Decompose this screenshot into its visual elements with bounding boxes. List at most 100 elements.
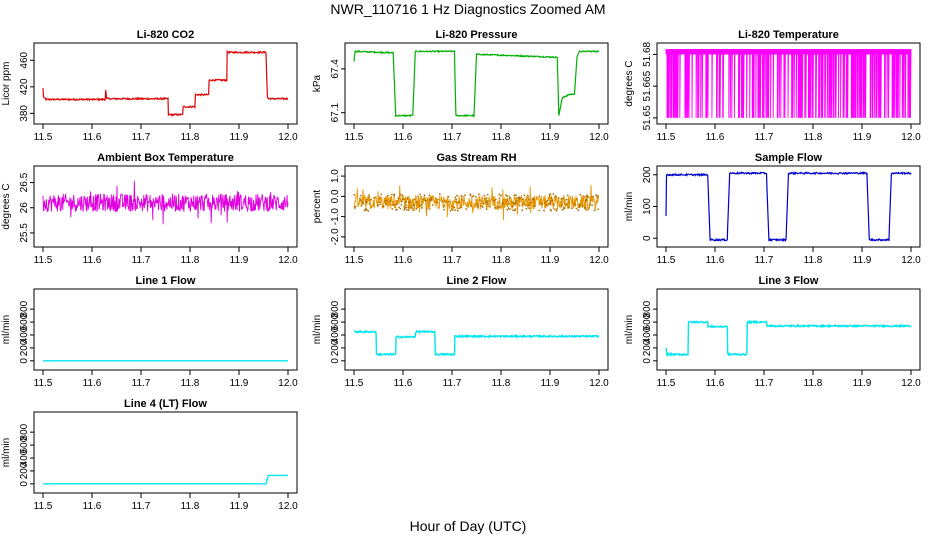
x-tick-label: 11.5 [34,378,53,389]
series-point [362,202,365,205]
x-axis-title: Hour of Day (UTC) [409,518,527,534]
x-tick-label: 11.9 [230,255,249,266]
series-point [506,200,508,202]
x-tick-label: 11.7 [132,255,151,266]
x-tick-label: 11.5 [34,132,53,143]
series-group [353,49,600,118]
series-point [469,194,472,197]
series-point [401,200,403,203]
series-point [454,209,456,212]
x-tick-label: 11.8 [181,132,200,143]
x-tick-label: 11.5 [345,378,364,389]
series-point [550,209,552,212]
series-point [368,203,371,205]
series-point [399,207,402,210]
series-point [436,201,438,204]
series-point [533,198,535,200]
series-point [476,205,479,208]
x-tick-label: 11.8 [804,378,823,389]
x-tick-label: 11.5 [34,255,53,266]
x-tick-label: 12.0 [278,132,298,143]
y-tick-label: 600 [19,436,30,453]
panel-title: Line 2 Flow [447,275,507,287]
series-point [400,204,403,206]
series-line [665,319,912,358]
series-point [472,195,475,197]
x-tick-label: 11.8 [181,255,200,266]
series-point [575,207,578,210]
x-tick-label: 11.6 [83,132,102,143]
series-point [437,198,440,201]
series-point [430,197,433,200]
series-point [486,200,489,202]
series-point [407,209,410,212]
x-tick-label: 11.6 [83,501,102,512]
x-tick-label: 12.0 [901,255,921,266]
series-line [665,49,912,118]
series-point [566,194,569,197]
x-tick-label: 12.0 [278,255,298,266]
series-point [447,200,450,203]
y-axis-label: Licor ppm [1,62,12,106]
series-point [538,195,541,197]
series-point [405,209,408,211]
plot-frame [33,165,298,248]
series-point [549,202,552,205]
series-point [422,198,424,201]
series-point [365,201,368,204]
series-point [494,198,497,201]
x-tick-label: 11.6 [706,378,725,389]
series-point [545,200,547,203]
series-point [587,196,590,198]
x-tick-label: 11.9 [853,132,872,143]
series-point [404,202,406,205]
series-point [596,196,599,199]
series-point [477,193,480,196]
series-point [417,195,419,198]
x-tick-label: 12.0 [278,378,298,389]
y-tick-label: 200 [642,339,653,356]
series-point [501,202,504,205]
y-axis-label: degrees C [1,183,12,229]
series-point [403,208,405,211]
series-point [565,198,568,201]
panel-title: Line 3 Flow [759,275,819,287]
series-point [597,208,599,211]
series-point [362,201,364,203]
series-point [353,193,356,196]
series-point [365,208,367,210]
series-point [425,208,428,210]
series-point [571,207,573,210]
series-point [550,196,552,199]
chart-panel: Sample Flow 11.5 11.6 11.7 11.8 11.9 12.0 0 100 2… [624,152,921,266]
series-point [406,197,409,200]
series-point [441,200,444,203]
y-tick-label: 0.0 [330,189,341,203]
series-point [443,208,445,211]
x-tick-label: 12.0 [278,501,298,512]
series-point [512,209,514,212]
series-point [593,209,596,212]
y-axis-label: kPa [312,74,323,92]
series-point [525,207,528,210]
y-axis-label: degrees C [624,60,635,106]
x-tick-label: 11.9 [541,255,560,266]
panel-title: Li-820 CO2 [137,29,194,41]
x-tick-label: 11.8 [181,501,200,512]
x-tick-label: 11.7 [443,255,462,266]
x-tick-label: 11.7 [755,255,774,266]
series-point [393,193,396,196]
series-point [475,196,477,198]
series-point [582,205,584,207]
series-point [451,208,453,211]
series-line [43,474,288,485]
series-point [585,209,588,211]
series-point [488,205,491,208]
y-tick-label: 400 [642,326,653,343]
series-point [415,208,418,210]
series-point [485,197,488,200]
series-point [529,201,532,204]
x-tick-label: 11.5 [657,132,676,143]
series-point [575,198,578,200]
series-line [353,329,600,357]
